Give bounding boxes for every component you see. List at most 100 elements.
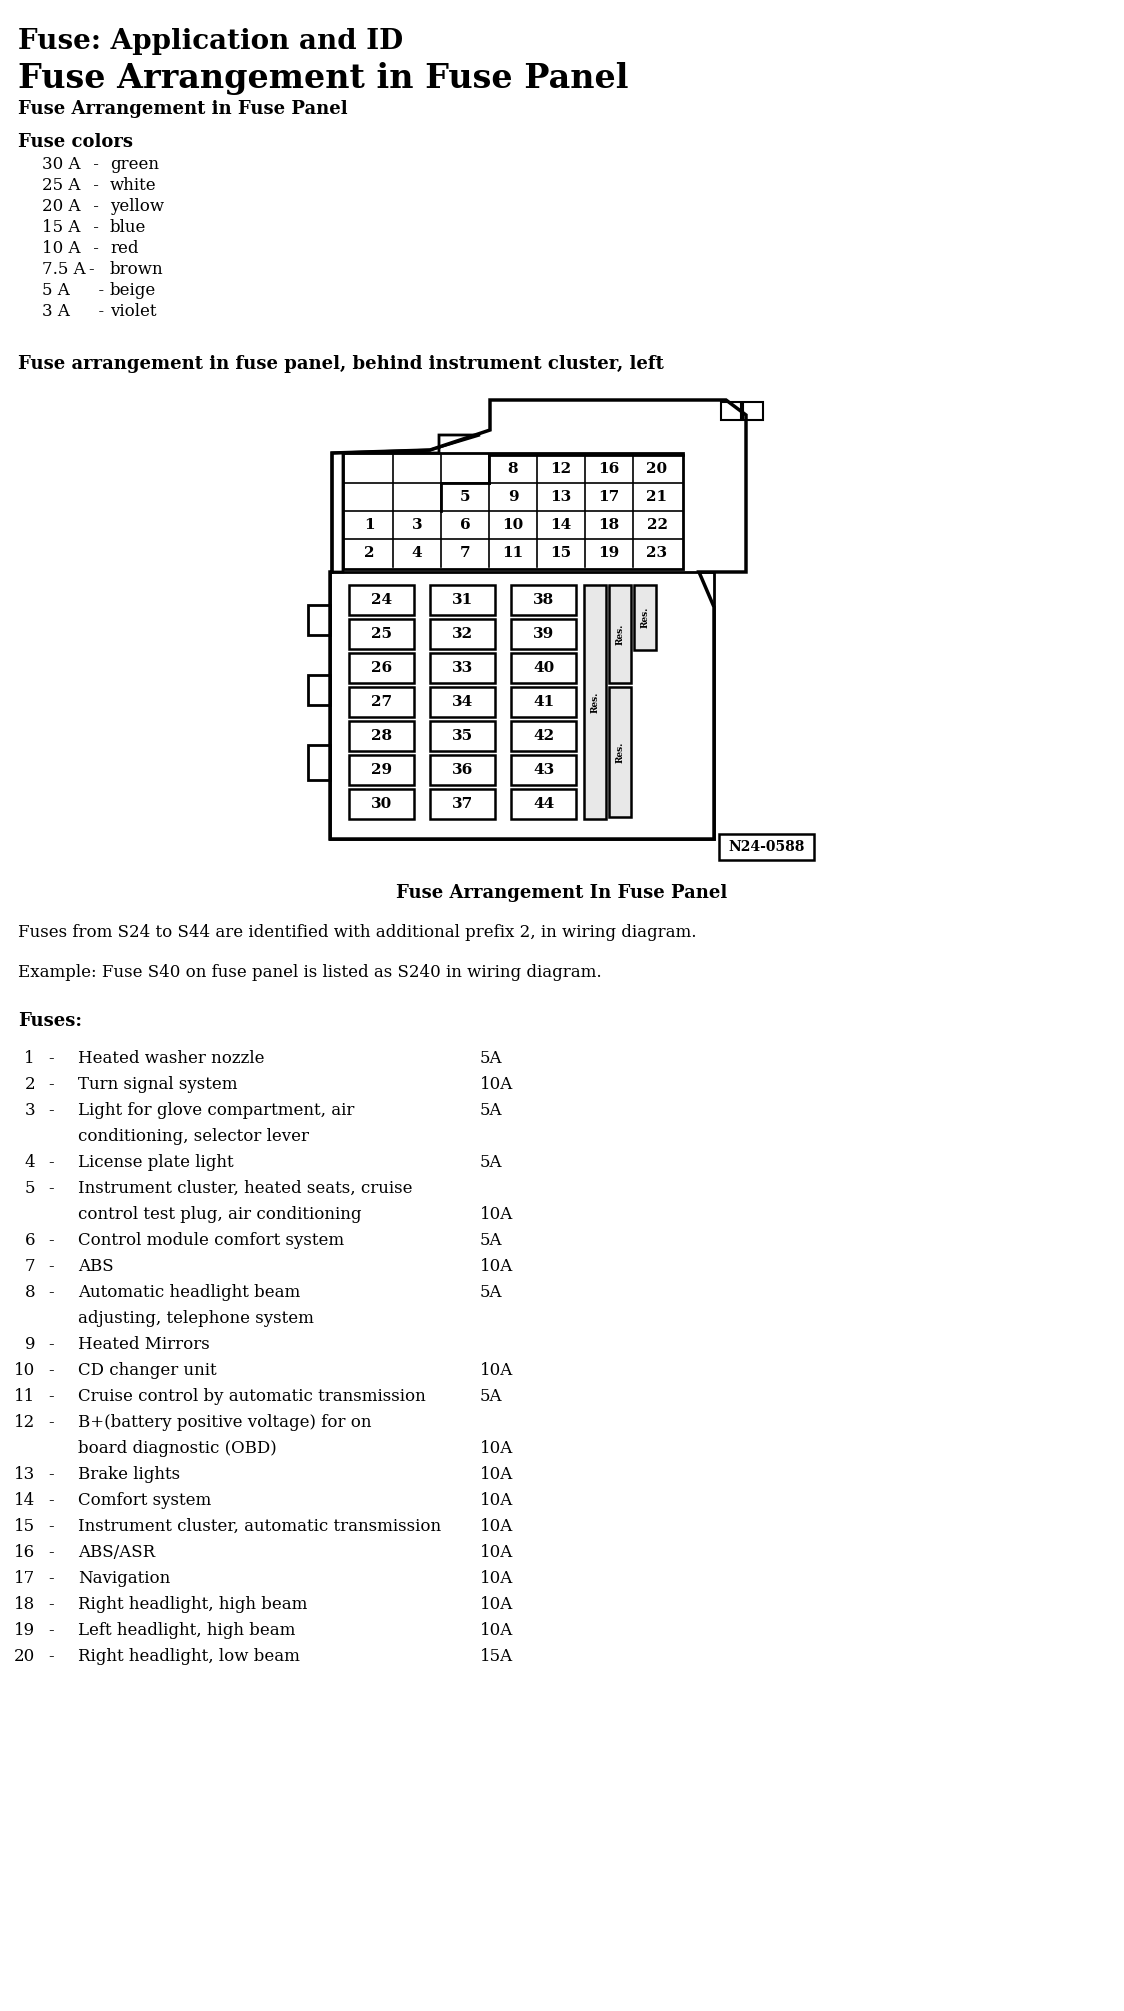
Text: 37: 37 [452, 796, 473, 810]
Text: -: - [48, 1518, 54, 1534]
Text: 5: 5 [460, 491, 470, 505]
Text: beige: beige [110, 282, 156, 300]
Text: Res.: Res. [616, 742, 625, 762]
Bar [511, 654, 575, 684]
Text: Fuse Arrangement In Fuse Panel: Fuse Arrangement In Fuse Panel [397, 885, 727, 903]
Text: Fuse Arrangement in Fuse Panel: Fuse Arrangement in Fuse Panel [18, 101, 347, 119]
Text: 7: 7 [460, 547, 470, 559]
Text: 5: 5 [25, 1180, 35, 1197]
Text: 7.5 A: 7.5 A [42, 261, 85, 278]
Text: 19: 19 [598, 547, 619, 559]
Text: -: - [48, 1388, 54, 1406]
Text: 29: 29 [371, 762, 392, 776]
Text: ABS: ABS [78, 1259, 114, 1275]
Text: Fuses:: Fuses: [18, 1012, 82, 1030]
Text: 7: 7 [25, 1259, 35, 1275]
Text: 41: 41 [533, 696, 554, 710]
Text: white: white [110, 177, 156, 193]
Text: 26: 26 [371, 662, 392, 676]
Text: 18: 18 [13, 1597, 35, 1613]
Text: 8: 8 [25, 1283, 35, 1301]
Text: 34: 34 [452, 696, 473, 710]
Text: 15 A: 15 A [42, 219, 81, 235]
Text: -: - [48, 1076, 54, 1094]
Text: 10A: 10A [480, 1623, 514, 1639]
Text: 25: 25 [371, 627, 392, 642]
Text: Control module comfort system: Control module comfort system [78, 1233, 344, 1249]
Bar [430, 788, 495, 818]
Bar [609, 585, 631, 684]
Text: Heated Mirrors: Heated Mirrors [78, 1335, 210, 1353]
Text: 5A: 5A [480, 1102, 502, 1118]
Text: -: - [48, 1623, 54, 1639]
Text: 4: 4 [411, 547, 423, 559]
Text: Res.: Res. [616, 623, 625, 646]
Text: Light for glove compartment, air: Light for glove compartment, air [78, 1102, 354, 1118]
Text: 28: 28 [371, 730, 392, 742]
Bar [343, 452, 683, 569]
Text: 3: 3 [411, 519, 423, 533]
Text: 42: 42 [533, 730, 554, 742]
Text: red: red [110, 239, 138, 257]
Text: 2: 2 [25, 1076, 35, 1094]
Text: 30: 30 [371, 796, 392, 810]
Text: 23: 23 [646, 547, 668, 559]
Text: -: - [48, 1597, 54, 1613]
Text: -: - [48, 1414, 54, 1432]
Text: 6: 6 [25, 1233, 35, 1249]
Bar [348, 619, 414, 650]
Bar [743, 402, 763, 420]
Text: 30 A: 30 A [42, 157, 81, 173]
Text: CD changer unit: CD changer unit [78, 1361, 217, 1380]
Bar [511, 788, 575, 818]
Text: green: green [110, 157, 158, 173]
Text: 10A: 10A [480, 1259, 514, 1275]
Text: Turn signal system: Turn signal system [78, 1076, 237, 1094]
Text: 21: 21 [646, 491, 668, 505]
Bar [720, 402, 741, 420]
Text: 43: 43 [533, 762, 554, 776]
Text: 10A: 10A [480, 1466, 514, 1482]
Text: Brake lights: Brake lights [78, 1466, 180, 1482]
Text: conditioning, selector lever: conditioning, selector lever [78, 1128, 309, 1144]
Text: 39: 39 [533, 627, 554, 642]
Text: 9: 9 [25, 1335, 35, 1353]
Text: 11: 11 [502, 547, 524, 559]
Text: -: - [48, 1571, 54, 1587]
Text: 5 A: 5 A [42, 282, 70, 300]
Bar [719, 835, 814, 861]
Bar [430, 585, 495, 615]
Text: board diagnostic (OBD): board diagnostic (OBD) [78, 1440, 277, 1458]
Text: Fuses from S24 to S44 are identified with additional prefix 2, in wiring diagram: Fuses from S24 to S44 are identified wit… [18, 923, 697, 941]
Text: 10A: 10A [480, 1207, 514, 1223]
Text: -: - [48, 1647, 54, 1665]
Text: 3: 3 [25, 1102, 35, 1118]
Text: 4: 4 [25, 1154, 35, 1170]
Text: -: - [48, 1283, 54, 1301]
Text: 11: 11 [13, 1388, 35, 1406]
Bar [609, 688, 631, 816]
Text: 13: 13 [13, 1466, 35, 1482]
Text: -: - [48, 1259, 54, 1275]
Text: Res.: Res. [641, 607, 650, 627]
Bar [348, 585, 414, 615]
Text: Fuse arrangement in fuse panel, behind instrument cluster, left: Fuse arrangement in fuse panel, behind i… [18, 356, 664, 372]
Text: -: - [88, 282, 105, 300]
Text: 5A: 5A [480, 1050, 502, 1068]
Text: 1: 1 [25, 1050, 35, 1068]
Bar [430, 722, 495, 750]
Bar [511, 754, 575, 784]
Text: -: - [48, 1050, 54, 1068]
Text: 20 A: 20 A [42, 197, 81, 215]
Text: adjusting, telephone system: adjusting, telephone system [78, 1309, 314, 1327]
Text: 35: 35 [452, 730, 473, 742]
Bar [348, 788, 414, 818]
Text: -: - [48, 1492, 54, 1508]
Text: 10A: 10A [480, 1076, 514, 1094]
Text: -: - [48, 1233, 54, 1249]
Text: 1: 1 [364, 519, 374, 533]
Text: 20: 20 [646, 463, 668, 477]
Text: 19: 19 [13, 1623, 35, 1639]
Text: -: - [88, 239, 99, 257]
Text: 2: 2 [364, 547, 374, 559]
